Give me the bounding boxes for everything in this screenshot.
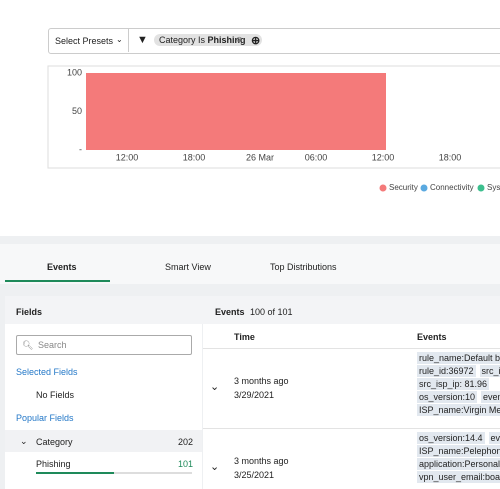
filter-chip[interactable]: Category Is Phishing <box>154 34 262 46</box>
event-tag: ISP_name:Virgin Med <box>417 404 500 416</box>
tag-line: rule_name:Default bl <box>417 352 500 364</box>
bar <box>86 73 386 150</box>
fields-panel <box>5 296 202 489</box>
no-fields: No Fields <box>36 390 75 400</box>
legend-swatch <box>477 184 485 192</box>
selected-fields: Selected Fields <box>16 367 78 377</box>
search-placeholder: Search <box>38 340 67 350</box>
tag-line: os_version:14.4even <box>417 432 500 444</box>
event-tag: rule_name:Default bl <box>417 352 500 364</box>
item-name: Phishing <box>36 459 71 469</box>
chevron: ⌄ <box>116 35 123 44</box>
x-tick-label: 18:00 <box>439 152 462 162</box>
time-ago: 3 months ago <box>234 376 289 386</box>
legend-label: Connectivity <box>430 183 474 192</box>
row-divider <box>203 428 500 429</box>
tab-underline <box>5 280 110 282</box>
tab-bar <box>0 244 500 284</box>
chip-close[interactable]: ⊗ <box>236 35 243 44</box>
x-tick-label: 18:00 <box>183 152 206 162</box>
tab: Smart View <box>165 262 211 272</box>
group-count: 202 <box>178 437 194 447</box>
panel-header <box>5 296 500 324</box>
events-count: 100 of 101 <box>250 307 293 317</box>
chevron: ⌄ <box>210 381 220 393</box>
presets[interactable]: Select Presets <box>55 36 114 46</box>
legend-swatch <box>379 184 387 192</box>
event-tag: src_is <box>479 365 500 377</box>
y-tick-label: 100 <box>67 67 82 77</box>
chevron: ⌄ <box>20 436 28 446</box>
x-tick-label: 12:00 <box>372 152 395 162</box>
tag-line: src_isp_ip: 81.96 <box>417 378 493 390</box>
progress-fill <box>36 472 114 474</box>
x-tick-label: 12:00 <box>116 152 139 162</box>
fields-title: Fields <box>16 307 43 317</box>
events-title: Events <box>215 307 245 317</box>
y-tick-label: - <box>79 144 82 154</box>
col-events: Events <box>417 332 447 342</box>
legend-swatch <box>420 184 428 192</box>
progress-track <box>36 472 192 474</box>
chart-frame <box>47 65 500 169</box>
filter-icon: ▼ <box>137 34 148 46</box>
tag-line: vpn_user_email:boaz <box>417 471 500 483</box>
event-tag: os_version:14.4 <box>417 432 485 444</box>
chart: - 50 100 12:00 18:00 26 Mar 06:00 12:00 18:00 Sec… <box>47 65 500 192</box>
event-tag: even <box>488 432 500 444</box>
tag-line: application:Personal <box>417 458 500 470</box>
tag-line: os_version:10event_ <box>417 391 500 403</box>
event-tag: rule_id:36972 <box>417 365 476 377</box>
time-ago: 3 months ago <box>234 456 289 466</box>
date: 3/29/2021 <box>234 390 275 400</box>
event-tag: vpn_user_email:boaz <box>417 471 500 483</box>
event-tag: os_version:10 <box>417 391 478 403</box>
tab: Top Distributions <box>270 262 337 272</box>
filter-key: Category Is <box>159 35 206 45</box>
row-divider <box>203 348 500 349</box>
legend-label: Security <box>389 183 418 192</box>
col-time: Time <box>234 332 255 342</box>
date: 3/25/2021 <box>234 470 275 480</box>
popular-fields: Popular Fields <box>16 413 74 423</box>
x-tick-label: 06:00 <box>305 152 328 162</box>
filter-value: Phishing <box>207 35 246 45</box>
event-tag: event_ <box>481 391 500 403</box>
search-box[interactable] <box>16 335 192 355</box>
group-row[interactable] <box>5 430 202 452</box>
event-tag: src_isp_ip: 81.96 <box>417 378 490 390</box>
group-name: Category <box>36 437 73 447</box>
filter-bar <box>48 28 500 54</box>
add-filter[interactable]: ⊕ <box>251 35 261 47</box>
x-tick-label: 26 Mar <box>246 152 274 162</box>
chevron: ⌄ <box>210 461 220 473</box>
tab: Events <box>47 262 77 272</box>
tag-line: ISP_name:Virgin Med <box>417 404 500 416</box>
tag-line: ISP_name:Pelephone <box>417 445 500 457</box>
event-tag: application:Personal <box>417 458 500 470</box>
y-tick-label: 50 <box>72 106 82 116</box>
event-tag: ISP_name:Pelephone <box>417 445 500 457</box>
legend-label: Sys <box>487 183 500 192</box>
item-count: 101 <box>178 459 194 469</box>
search-icon: 🔍︎ <box>22 340 34 350</box>
divider <box>128 28 129 52</box>
